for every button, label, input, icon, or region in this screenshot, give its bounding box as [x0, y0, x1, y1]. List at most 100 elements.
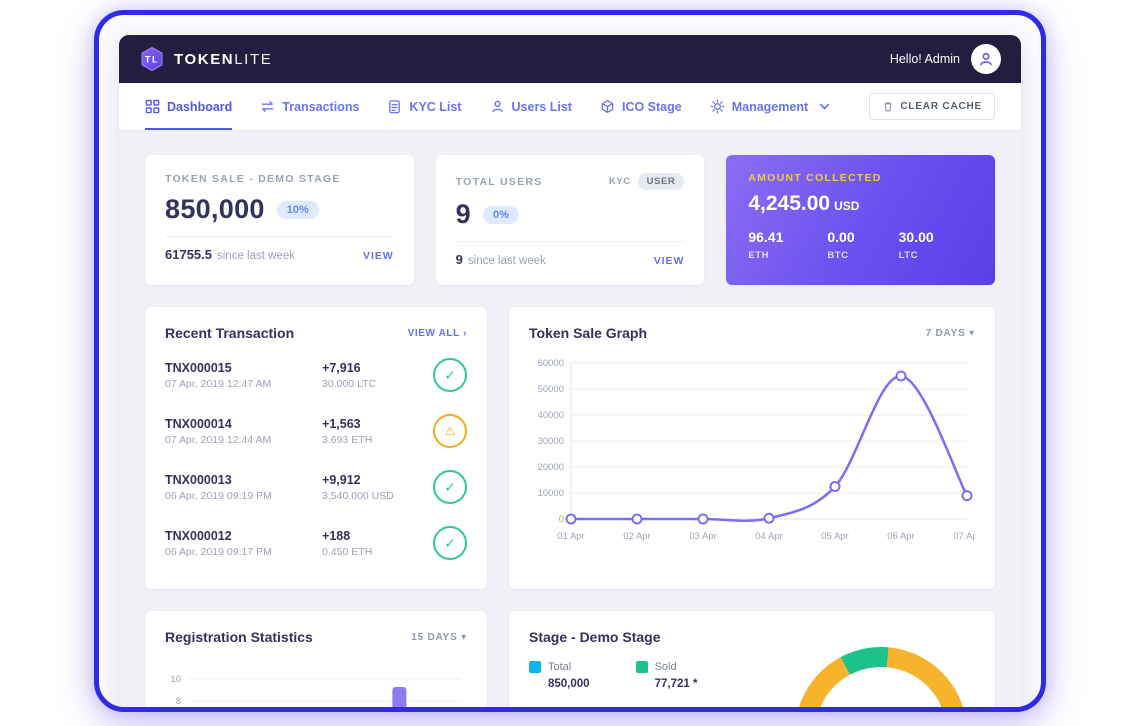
dashboard-window: TL TOKENLITE Hello! Admin — [119, 35, 1021, 707]
nav-label: Dashboard — [167, 99, 233, 114]
svg-text:10: 10 — [170, 674, 181, 685]
clear-cache-label: CLEAR CACHE — [900, 101, 982, 112]
breakdown-btc: 0.00 BTC — [827, 229, 855, 261]
breakdown-eth: 96.41 ETH — [748, 229, 784, 261]
nav-item-users-list[interactable]: Users List — [490, 83, 572, 130]
panel-title: Token Sale Graph — [529, 325, 647, 341]
transaction-date: 07 Apr, 2019 12:44 AM — [165, 433, 272, 446]
transaction-date: 07 Apr, 2019 12:47 AM — [165, 377, 272, 390]
nav-item-kyc-list[interactable]: KYC List — [387, 83, 462, 130]
svg-text:30000: 30000 — [538, 436, 564, 447]
divider — [455, 241, 685, 242]
panel-title: Stage - Demo Stage — [529, 629, 661, 645]
transaction-date: 06 Apr, 2019 09:17 PM — [165, 545, 272, 558]
svg-text:04 Apr: 04 Apr — [755, 531, 782, 542]
legend-total: Total 850,000 — [529, 661, 590, 690]
registration-bar-chart: 10 8 — [170, 674, 461, 707]
nav-label: Transactions — [282, 99, 360, 114]
svg-text:07 Apr: 07 Apr — [953, 531, 975, 542]
device-frame: TL TOKENLITE Hello! Admin — [94, 10, 1046, 712]
chevron-down-icon: ▾ — [969, 327, 975, 339]
header-bar: TL TOKENLITE Hello! Admin — [119, 35, 1021, 83]
bottom-row: Registration Statistics 15 DAYS ▾ 10 8 St… — [145, 611, 995, 707]
registration-statistics-card: Registration Statistics 15 DAYS ▾ 10 8 — [145, 611, 487, 707]
grid-icon — [145, 99, 160, 114]
transaction-id: TNX000013 — [165, 472, 232, 487]
toggle-kyc[interactable]: KYC — [608, 176, 631, 187]
breakdown-ltc: 30.00 LTC — [898, 229, 934, 261]
nav-label: ICO Stage — [621, 99, 682, 114]
cube-icon — [601, 100, 614, 113]
transaction-row: TNX000013 06 Apr, 2019 09:19 PM +9,912 3… — [165, 459, 467, 515]
amount-collected-value: 4,245.00 USD — [748, 192, 860, 215]
transaction-amount: +7,916 — [322, 360, 361, 375]
svg-text:50000: 50000 — [538, 384, 564, 395]
svg-text:0: 0 — [559, 514, 564, 525]
transaction-row: TNX000012 06 Apr, 2019 09:17 PM +188 0.4… — [165, 515, 467, 571]
legend-total-value: 850,000 — [548, 678, 590, 690]
users-kyc-toggle: KYC USER — [608, 173, 685, 190]
transaction-row: TNX000015 07 Apr, 2019 12:47 AM +7,916 3… — [165, 347, 467, 403]
summary-row: TOKEN SALE - DEMO STAGE 850,000 10% 6175… — [145, 155, 995, 285]
transaction-id: TNX000015 — [165, 360, 232, 375]
token-sale-view-link[interactable]: VIEW — [363, 250, 394, 262]
stage-card: Stage - Demo Stage Total 850,000 Sold 77… — [509, 611, 995, 707]
stage-legend: Total 850,000 Sold 77,721 * — [529, 661, 975, 690]
range-selector[interactable]: 15 DAYS ▾ — [411, 631, 467, 643]
transaction-detail: 3.693 ETH — [322, 433, 373, 446]
token-sale-foot-value: 61755.5 — [165, 247, 212, 262]
view-all-link[interactable]: VIEW ALL › — [407, 327, 467, 339]
clear-cache-button[interactable]: CLEAR CACHE — [869, 93, 995, 120]
transaction-id: TNX000012 — [165, 528, 232, 543]
svg-text:10000: 10000 — [538, 488, 564, 499]
total-users-badge: 0% — [482, 205, 519, 224]
user-avatar[interactable] — [971, 44, 1001, 74]
amount-collected-currency: USD — [834, 199, 860, 213]
transaction-row: TNX000014 07 Apr, 2019 12:44 AM +1,563 3… — [165, 403, 467, 459]
svg-text:01 Apr: 01 Apr — [557, 531, 584, 542]
transaction-date: 06 Apr, 2019 09:19 PM — [165, 489, 272, 502]
brand-logo[interactable]: TL TOKENLITE — [139, 46, 272, 72]
total-users-view-link[interactable]: VIEW — [653, 255, 685, 267]
greeting-text: Hello! Admin — [889, 52, 960, 66]
user-icon — [491, 100, 503, 113]
token-sale-foot-label: since last week — [217, 250, 295, 262]
svg-text:03 Apr: 03 Apr — [689, 531, 716, 542]
divider — [165, 236, 394, 237]
nav-item-ico-stage[interactable]: ICO Stage — [600, 83, 682, 130]
total-swatch — [529, 661, 541, 673]
chevron-down-icon — [820, 103, 830, 110]
nav-item-dashboard[interactable]: Dashboard — [145, 83, 232, 130]
nav-item-transactions[interactable]: Transactions — [260, 83, 359, 130]
chevron-right-icon: › — [463, 327, 467, 339]
header-right: Hello! Admin — [890, 44, 1001, 74]
transaction-status-icon: ✓ — [433, 358, 467, 392]
recent-transactions-card: Recent Transaction VIEW ALL › TNX000015 … — [145, 307, 487, 589]
main-nav: Dashboard Transactions KYC List User — [119, 83, 1021, 131]
card-title: TOKEN SALE - DEMO STAGE — [165, 173, 341, 185]
nav-label: Management — [731, 99, 809, 114]
trash-icon — [884, 102, 893, 112]
range-selector[interactable]: 7 DAYS ▾ — [925, 327, 975, 339]
token-sale-graph-card: Token Sale Graph 7 DAYS ▾ 0 10000 20000 300… — [509, 307, 995, 589]
svg-text:05 Apr: 05 Apr — [821, 531, 848, 542]
transaction-list: TNX000015 07 Apr, 2019 12:47 AM +7,916 3… — [165, 347, 467, 571]
transaction-status-icon: ✓ — [433, 526, 467, 560]
transaction-status-icon: ⚠ — [433, 414, 467, 448]
token-sale-card: TOKEN SALE - DEMO STAGE 850,000 10% 6175… — [145, 155, 414, 285]
toggle-user[interactable]: USER — [637, 173, 685, 190]
token-sale-line-chart: 0 10000 20000 30000 40000 50000 60000 01 Apr 02 … — [538, 358, 975, 542]
amount-collected-card: AMOUNT COLLECTED 4,245.00 USD 96.41 ETH 0… — [726, 155, 995, 285]
transaction-detail: 3,540.000 USD — [322, 489, 394, 502]
dashboard-content: TOKEN SALE - DEMO STAGE 850,000 10% 6175… — [119, 131, 1021, 707]
amount-breakdown: 96.41 ETH 0.00 BTC 30.00 LTC — [748, 229, 973, 263]
nav-item-management[interactable]: Management — [710, 83, 832, 130]
middle-row: Recent Transaction VIEW ALL › TNX000015 … — [145, 307, 995, 589]
transaction-status-icon: ✓ — [433, 470, 467, 504]
panel-title: Registration Statistics — [165, 629, 313, 645]
gear-icon — [710, 99, 725, 114]
brand-name: TOKENLITE — [174, 50, 273, 68]
legend-sold: Sold 77,721 * — [635, 661, 697, 690]
token-sale-value: 850,000 — [165, 194, 265, 224]
transaction-amount: +9,912 — [322, 472, 361, 487]
